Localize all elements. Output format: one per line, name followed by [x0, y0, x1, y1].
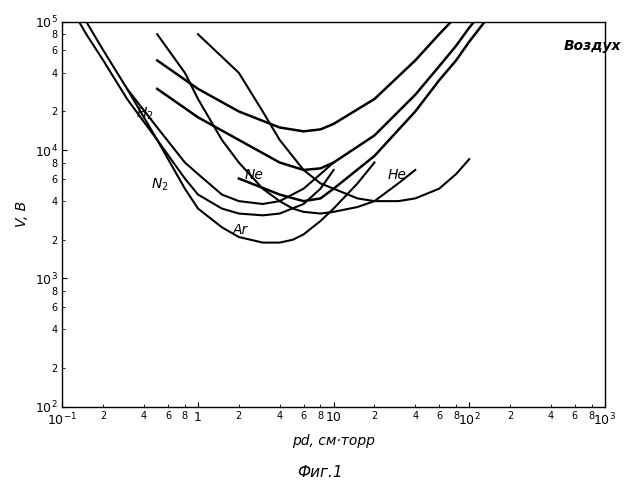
Y-axis label: V, В: V, В: [15, 201, 29, 227]
Text: Ar: Ar: [233, 224, 248, 238]
Text: $N_2$: $N_2$: [151, 177, 168, 193]
Text: $H_2$: $H_2$: [136, 105, 154, 122]
Text: Воздух: Воздух: [564, 39, 621, 53]
Text: Фиг.1: Фиг.1: [297, 465, 343, 480]
X-axis label: pd, см·торр: pd, см·торр: [292, 433, 375, 448]
Text: Ne: Ne: [244, 168, 263, 182]
Text: He: He: [388, 168, 406, 182]
